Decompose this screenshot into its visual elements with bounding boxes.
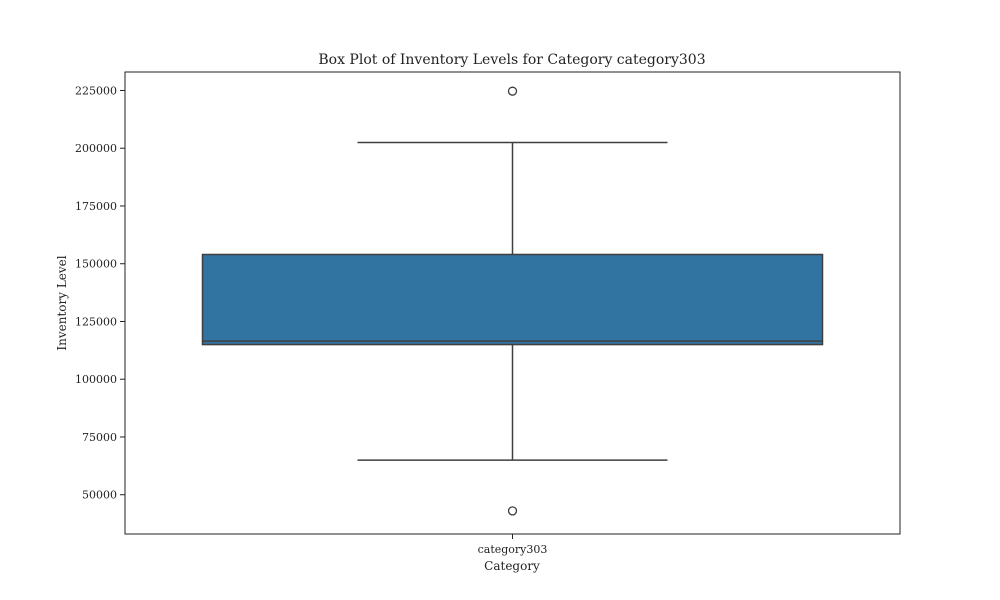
y-tick-label: 225000 <box>75 84 117 97</box>
iqr-box <box>201 253 824 346</box>
y-axis-label: Inventory Level <box>55 255 69 350</box>
chart-title: Box Plot of Inventory Levels for Categor… <box>318 52 705 68</box>
plot-frame <box>124 71 901 535</box>
y-tick-label: 75000 <box>82 431 117 444</box>
plot-area-group: 50000 75000 100000 125000 150000 175000 200000… <box>75 71 901 556</box>
y-tick-label: 175000 <box>75 200 117 213</box>
y-tick-label: 125000 <box>75 315 117 328</box>
y-tick-label: 50000 <box>82 489 117 502</box>
y-tick-label: 150000 <box>75 258 117 271</box>
y-tick-label: 100000 <box>75 373 117 386</box>
x-tick-label: category303 <box>478 543 548 556</box>
outlier-point <box>507 506 518 516</box>
box-group <box>201 86 824 516</box>
x-axis-label: Category <box>484 559 540 573</box>
outlier-point <box>507 86 518 96</box>
y-tick-label: 200000 <box>75 142 117 155</box>
